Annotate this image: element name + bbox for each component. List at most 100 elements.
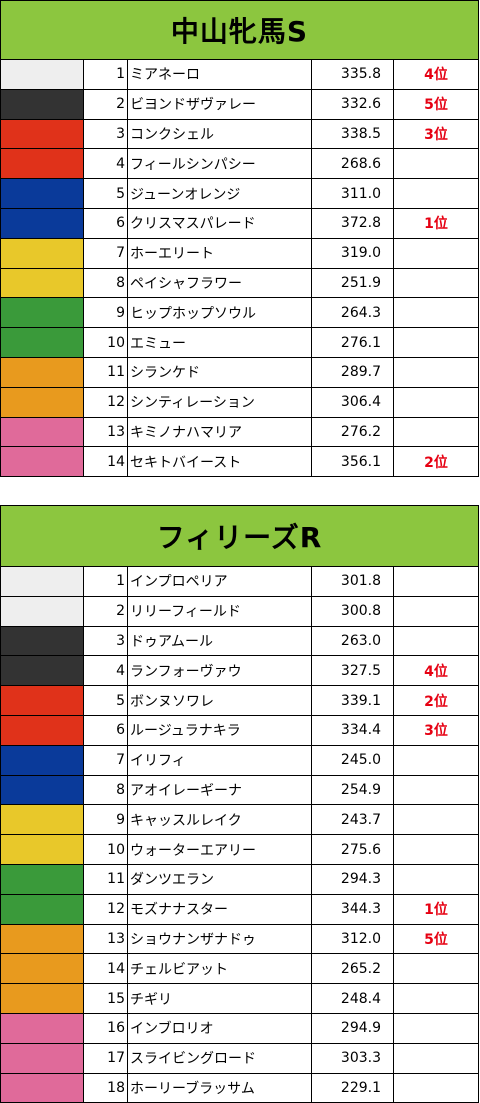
horse-score: 334.4 [312,715,394,745]
horse-score: 294.9 [312,1013,394,1043]
horse-score: 300.8 [312,596,394,626]
horse-number: 1 [84,60,128,89]
horse-name: クリスマスパレード [128,208,312,238]
rank-label [394,179,479,208]
entry-row: 1 インプロペリア 301.8 [0,567,479,597]
horse-name: ジューンオレンジ [128,179,312,208]
horse-name: チェルビアット [128,954,312,984]
horse-score: 327.5 [312,656,394,686]
entry-row: 17 スライビングロード 303.3 [0,1043,479,1074]
rank-label: 1位 [394,894,479,924]
horse-score: 289.7 [312,357,394,387]
horse-score: 254.9 [312,775,394,805]
frame-color-swatch [0,775,84,805]
rank-label [394,1013,479,1043]
frame-color-swatch [0,805,84,835]
horse-number: 11 [84,864,128,894]
frame-color-swatch [0,238,84,268]
horse-name: シランケド [128,357,312,387]
rank-label [394,775,479,805]
frame-color-swatch [0,268,84,298]
entry-row: 14 セキトバイースト 356.1 2位 [0,447,479,478]
entry-row: 8 ペイシャフラワー 251.9 [0,268,479,299]
horse-score: 243.7 [312,805,394,835]
horse-number: 5 [84,686,128,715]
horse-name: ビヨンドザヴァレー [128,89,312,119]
horse-number: 8 [84,775,128,805]
horse-score: 263.0 [312,626,394,656]
rank-label: 2位 [394,447,479,477]
rank-label [394,567,479,596]
horse-name: キミノナハマリア [128,417,312,447]
horse-number: 13 [84,417,128,447]
frame-color-swatch [0,387,84,417]
frame-color-swatch [0,715,84,745]
horse-number: 18 [84,1073,128,1103]
horse-number: 14 [84,447,128,477]
frame-color-swatch [0,1013,84,1043]
entry-rows: 1 ミアネーロ 335.8 4位 2 ビヨンドザヴァレー 332.6 5位 3 コンクシェル 338… [0,60,479,478]
rank-label: 5位 [394,924,479,954]
rank-label [394,984,479,1013]
entry-row: 3 ドゥアムール 263.0 [0,626,479,657]
horse-score: 251.9 [312,268,394,298]
horse-name: ホーリーブラッサム [128,1073,312,1103]
frame-color-swatch [0,60,84,89]
horse-score: 301.8 [312,567,394,596]
frame-color-swatch [0,119,84,149]
horse-score: 294.3 [312,864,394,894]
entry-row: 13 キミノナハマリア 276.2 [0,417,479,448]
rank-label [394,745,479,775]
entry-row: 10 ウォーターエアリー 275.6 [0,835,479,865]
horse-score: 248.4 [312,984,394,1013]
race-table-2: フィリーズR 1 インプロペリア 301.8 2 リリーフィールド 300.8 3 ドゥアムー… [0,505,479,1103]
race-title: フィリーズR [0,505,479,567]
rank-label [394,387,479,417]
frame-color-swatch [0,1043,84,1073]
frame-color-swatch [0,447,84,477]
entry-row: 16 インブロリオ 294.9 [0,1013,479,1044]
horse-number: 3 [84,626,128,656]
horse-score: 275.6 [312,835,394,864]
horse-name: ショウナンザナドゥ [128,924,312,954]
horse-score: 276.2 [312,417,394,447]
frame-color-swatch [0,298,84,328]
entry-row: 10 エミュー 276.1 [0,328,479,358]
horse-score: 276.1 [312,328,394,357]
rank-label [394,1073,479,1103]
entry-row: 7 イリフィ 245.0 [0,745,479,776]
frame-color-swatch [0,894,84,924]
entry-row: 3 コンクシェル 338.5 3位 [0,119,479,150]
frame-color-swatch [0,686,84,715]
frame-color-swatch [0,954,84,984]
horse-number: 7 [84,745,128,775]
horse-score: 245.0 [312,745,394,775]
horse-number: 14 [84,954,128,984]
entry-rows: 1 インプロペリア 301.8 2 リリーフィールド 300.8 3 ドゥアムール 263.0 4… [0,567,479,1103]
horse-name: キャッスルレイク [128,805,312,835]
entry-row: 8 アオイレーギーナ 254.9 [0,775,479,806]
horse-score: 265.2 [312,954,394,984]
horse-number: 1 [84,567,128,596]
horse-name: モズナナスター [128,894,312,924]
horse-score: 332.6 [312,89,394,119]
horse-score: 264.3 [312,298,394,328]
frame-color-swatch [0,357,84,387]
horse-number: 4 [84,656,128,686]
rank-label [394,954,479,984]
horse-number: 12 [84,894,128,924]
race-table-1: 中山牝馬S 1 ミアネーロ 335.8 4位 2 ビヨンドザヴァレー 332.6 5位 3 コンク… [0,0,479,478]
frame-color-swatch [0,149,84,179]
horse-score: 338.5 [312,119,394,149]
horse-number: 2 [84,89,128,119]
horse-name: チギリ [128,984,312,1013]
horse-number: 11 [84,357,128,387]
horse-name: アオイレーギーナ [128,775,312,805]
horse-score: 312.0 [312,924,394,954]
rank-label: 2位 [394,686,479,715]
entry-row: 13 ショウナンザナドゥ 312.0 5位 [0,924,479,955]
frame-color-swatch [0,596,84,626]
rank-label [394,298,479,328]
horse-name: シンティレーション [128,387,312,417]
horse-name: スライビングロード [128,1043,312,1073]
